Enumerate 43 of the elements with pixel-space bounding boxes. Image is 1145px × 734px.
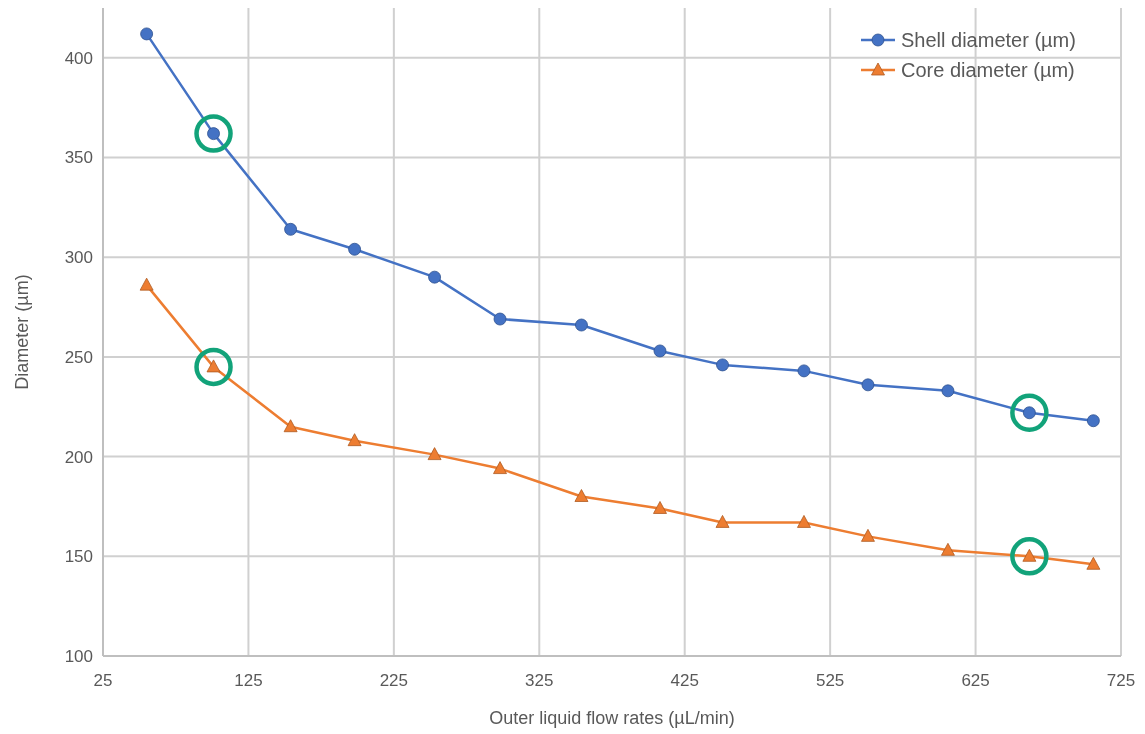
x-tick-label: 525 bbox=[815, 671, 845, 690]
x-tick-label: 125 bbox=[234, 671, 263, 690]
point bbox=[428, 270, 441, 284]
x-tick-label: 325 bbox=[525, 671, 554, 690]
x-tick-label: 625 bbox=[961, 671, 990, 690]
point bbox=[575, 318, 588, 332]
y-tick-label: 300 bbox=[64, 248, 93, 268]
y-tick-label: 200 bbox=[64, 447, 93, 467]
x-axis-title: Outer liquid flow rates (µL/min) bbox=[489, 708, 735, 728]
point bbox=[797, 364, 811, 378]
y-axis-title: Diameter (µm) bbox=[12, 274, 32, 390]
y-tick-label: 100 bbox=[64, 646, 93, 666]
point bbox=[941, 384, 955, 398]
point bbox=[283, 419, 298, 433]
point bbox=[347, 433, 362, 447]
y-tick-label: 350 bbox=[64, 148, 93, 168]
legend-label: Shell diameter (µm) bbox=[901, 29, 1076, 51]
x-tick-label: 725 bbox=[1106, 671, 1136, 690]
point bbox=[861, 528, 875, 542]
point bbox=[140, 27, 154, 41]
point bbox=[716, 358, 729, 372]
point bbox=[427, 447, 442, 461]
point bbox=[1086, 556, 1101, 570]
point bbox=[941, 542, 955, 556]
point bbox=[493, 461, 507, 474]
x-tick-label: 225 bbox=[379, 671, 409, 690]
y-tick-label: 250 bbox=[64, 347, 93, 367]
point bbox=[284, 222, 297, 236]
point bbox=[1086, 414, 1100, 428]
point bbox=[139, 277, 154, 291]
point bbox=[493, 312, 507, 326]
x-tick-label: 425 bbox=[670, 671, 699, 690]
y-tick-label: 400 bbox=[64, 48, 93, 68]
y-tick-label: 150 bbox=[64, 547, 93, 567]
point bbox=[797, 515, 811, 528]
point bbox=[653, 344, 667, 358]
point bbox=[348, 242, 361, 256]
legend-label: Core diameter (µm) bbox=[901, 59, 1075, 81]
point bbox=[861, 378, 875, 392]
x-tick-label: 25 bbox=[93, 671, 113, 690]
point bbox=[715, 515, 730, 528]
point bbox=[653, 501, 667, 514]
point bbox=[574, 489, 589, 502]
